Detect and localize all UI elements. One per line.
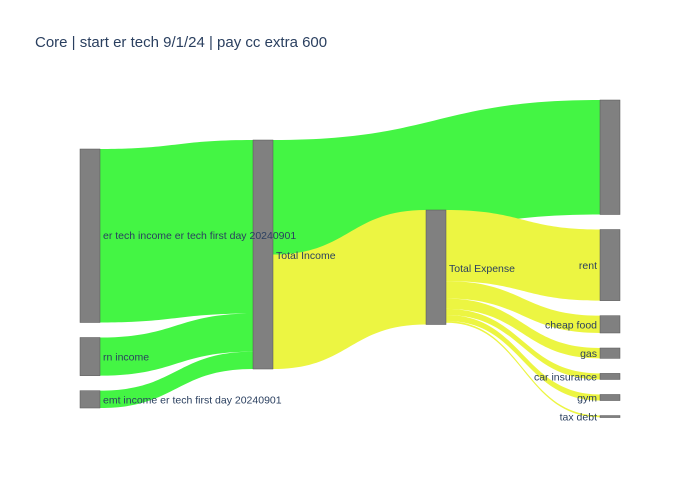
link-total_expense-to-tax_debt — [446, 321, 600, 418]
node-rent — [599, 229, 621, 301]
node-cheap_food — [599, 315, 621, 334]
link-emt-to-total_income — [100, 351, 253, 409]
node-remainder — [599, 99, 621, 215]
link-total_expense-to-cheap_food — [446, 281, 600, 333]
node-label-total_expense: Total Expense — [449, 263, 515, 275]
link-total_expense-to-car_insurance — [446, 308, 600, 380]
node-car_insurance — [599, 373, 621, 380]
node-label-car_insurance: car insurance — [534, 371, 597, 383]
node-label-gas: gas — [580, 348, 597, 360]
node-rn — [79, 337, 101, 376]
link-rn-to-total_income — [100, 313, 253, 376]
node-er_tech — [79, 148, 101, 323]
link-er_tech-to-total_income — [100, 140, 253, 323]
chart-title: Core | start er tech 9/1/24 | pay cc ext… — [35, 34, 328, 51]
sankey-links — [100, 100, 600, 418]
node-label-rent: rent — [579, 260, 597, 272]
node-label-emt: emt income er tech first day 20240901 — [103, 394, 282, 406]
sankey-nodes — [79, 99, 621, 418]
node-gym — [599, 394, 621, 401]
node-label-rn: rn income — [103, 352, 149, 364]
node-gas — [599, 347, 621, 359]
node-tax_debt — [599, 415, 621, 418]
sankey-labels: er tech income er tech first day 2024090… — [103, 230, 597, 424]
node-label-er_tech: er tech income er tech first day 2024090… — [103, 230, 296, 242]
link-total_expense-to-rent — [446, 210, 600, 301]
node-label-tax_debt: tax debt — [560, 412, 597, 424]
node-total_expense — [425, 209, 447, 325]
node-label-total_income: Total Income — [276, 250, 336, 262]
node-total_income — [252, 139, 274, 370]
link-total_income-to-remainder — [273, 100, 600, 255]
node-label-gym: gym — [577, 393, 597, 405]
node-label-cheap_food: cheap food — [545, 319, 597, 331]
link-total_expense-to-gas — [446, 298, 600, 359]
link-total_expense-to-gym — [446, 314, 600, 401]
node-emt — [79, 390, 101, 409]
link-total_income-to-total_expense — [273, 210, 426, 370]
